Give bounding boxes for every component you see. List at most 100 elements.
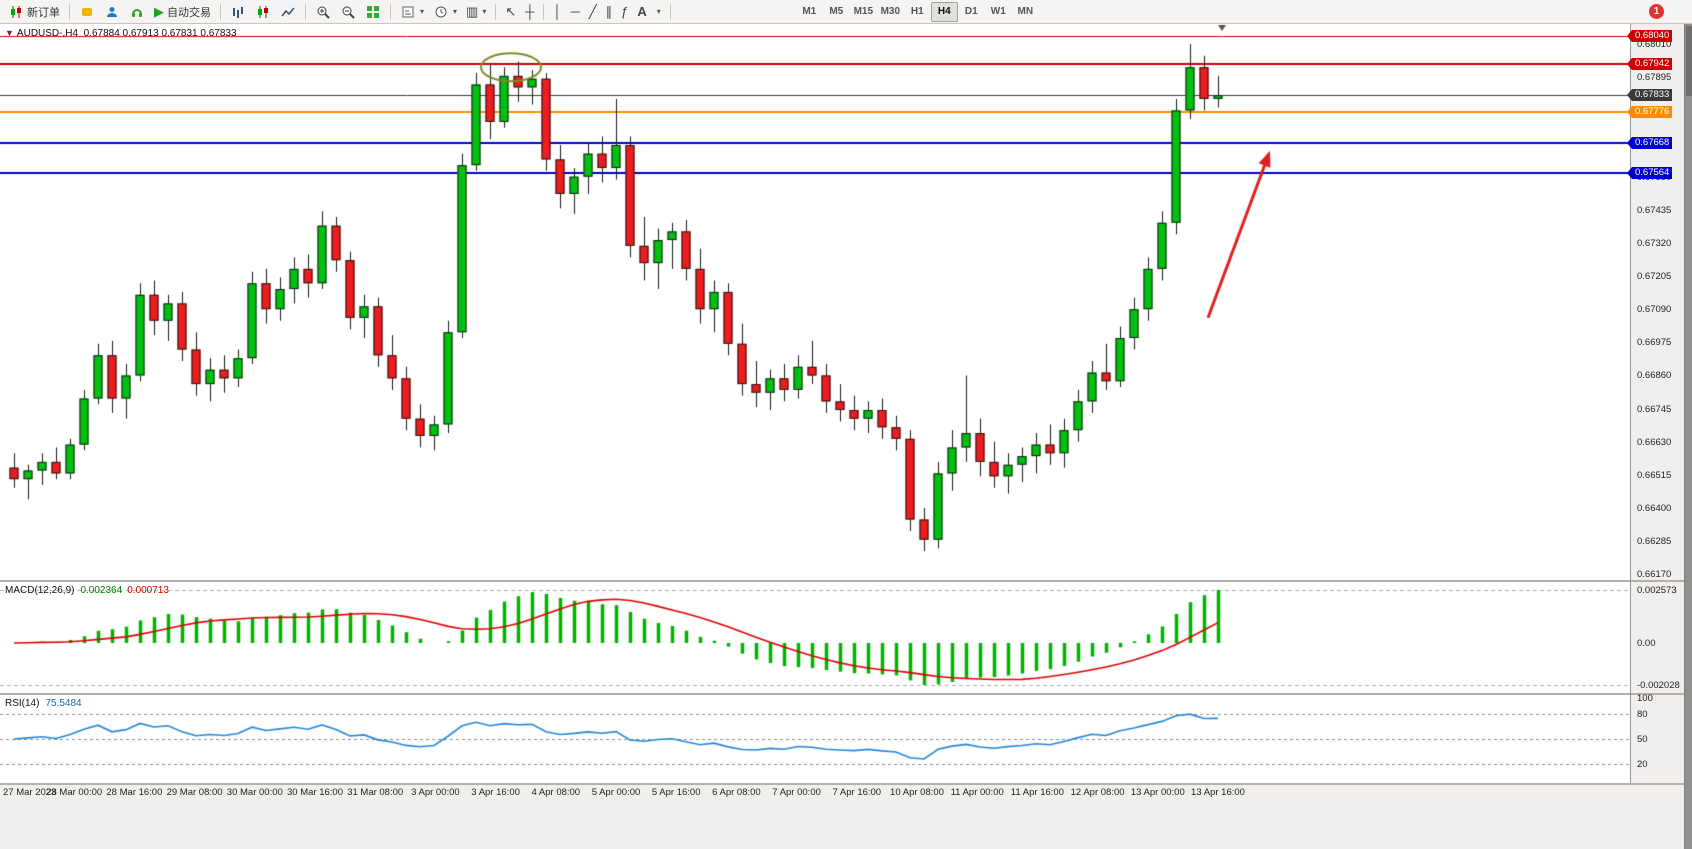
time-axis-label: 3 Apr 00:00: [411, 787, 460, 798]
template-icon: ▥: [466, 4, 479, 19]
axis-label: 0.66170: [1637, 569, 1672, 581]
time-axis-label: 13 Apr 00:00: [1130, 787, 1185, 798]
new-order-icon: [8, 4, 24, 20]
tile-windows-icon: [365, 4, 381, 20]
bar-chart-button[interactable]: [226, 2, 250, 22]
notification-badge[interactable]: 1: [1649, 4, 1664, 19]
timeframe-button-m1[interactable]: M1: [802, 6, 817, 17]
vertical-line-button[interactable]: │: [549, 2, 565, 22]
panel-splitter[interactable]: [0, 693, 1684, 695]
axis-label: 0.67320: [1637, 237, 1672, 249]
timeframe-button-mn[interactable]: MN: [1017, 6, 1034, 17]
price-badge: 0.67942: [1627, 57, 1673, 70]
zoom-out-button[interactable]: [336, 2, 360, 22]
symbol-dropdown-icon[interactable]: ▼: [5, 28, 14, 38]
candlestick-chart-button[interactable]: [251, 2, 275, 22]
axis-label: 100: [1637, 693, 1653, 704]
axis-label: 0.66515: [1637, 469, 1672, 481]
toolbar-separator: [220, 3, 221, 20]
timeframe-button-m30[interactable]: M30: [880, 6, 901, 17]
shapes-button[interactable]: ▾: [652, 2, 665, 22]
time-axis[interactable]: 27 Mar 2023 28 Mar 00:00 28 Mar 16:00 29 Ma…: [0, 785, 1630, 801]
templates-button[interactable]: ▥ ▾: [462, 2, 490, 22]
axis-label: 0.66630: [1637, 436, 1672, 448]
axis-label: 0.66975: [1637, 337, 1672, 349]
price-badge: 0.67668: [1627, 136, 1673, 149]
cursor-icon: ↖: [505, 4, 517, 19]
toolbar-separator: [69, 3, 70, 20]
toolbar-separator: [305, 3, 306, 20]
time-axis-label: 5 Apr 16:00: [651, 787, 701, 798]
axis-separator: [1630, 24, 1631, 783]
profiles-button[interactable]: ▾: [429, 2, 461, 22]
panel-splitter[interactable]: [0, 783, 1684, 785]
zoom-in-icon: [315, 4, 331, 20]
axis-label: 0.66745: [1637, 403, 1672, 415]
metaeditor-button[interactable]: [75, 2, 99, 22]
play-icon: ▶: [154, 4, 164, 19]
crosshair-button[interactable]: ┼: [521, 2, 538, 22]
axis-label: -0.002028: [1637, 680, 1680, 691]
timeframe-button-d1[interactable]: D1: [964, 6, 978, 17]
symbol-ohlc-values: 0.67884 0.67913 0.67831 0.67833: [83, 28, 237, 39]
panel-splitter[interactable]: [0, 580, 1684, 582]
macd-main-value: 0.002364: [80, 585, 123, 596]
auto-trading-label: 自动交易: [167, 6, 211, 19]
price-badge: 0.67776: [1627, 105, 1673, 118]
fibonacci-button[interactable]: ƒ: [617, 2, 632, 22]
trendline-button[interactable]: ╱: [585, 2, 601, 22]
macd-panel-canvas[interactable]: [0, 582, 1630, 693]
horizontal-line-icon: ─: [570, 4, 580, 19]
symbol-name: AUDUSD-,H4: [16, 28, 79, 39]
toolbar-separator: [495, 3, 497, 20]
axis-label: 20: [1637, 758, 1648, 770]
cursor-button[interactable]: ↖: [501, 2, 520, 22]
timeframe-button-h1[interactable]: H1: [910, 6, 924, 17]
macd-signal-value: 0.000713: [127, 585, 169, 596]
timeframe-button-w1[interactable]: W1: [990, 6, 1006, 17]
user-icon: [104, 4, 120, 20]
headset-icon: [129, 4, 145, 20]
rsi-value: 75.5484: [45, 698, 82, 709]
time-axis-label: 11 Apr 00:00: [950, 787, 1004, 798]
chevron-down-icon: ▾: [420, 7, 425, 16]
timeframe-button-m5[interactable]: M5: [829, 6, 844, 17]
new-chart-button[interactable]: ▾: [396, 2, 428, 22]
trendline-icon: ╱: [588, 4, 597, 19]
time-axis-label: 29 Mar 08:00: [166, 787, 223, 798]
candlestick-chart-icon: [255, 4, 271, 20]
timeframe-button-m15[interactable]: M15: [853, 6, 874, 17]
timeframe-button-h4[interactable]: H4: [930, 1, 958, 22]
scrollbar-thumb[interactable]: [1686, 26, 1692, 96]
auto-trading-button[interactable]: ▶ 自动交易: [150, 2, 215, 22]
rsi-panel-canvas[interactable]: [0, 695, 1630, 783]
channel-button[interactable]: ∥: [602, 2, 617, 22]
toolbar: 新订单 ▶ 自动交易: [0, 0, 1692, 24]
time-axis-label: 31 Mar 08:00: [347, 787, 404, 798]
line-chart-icon: [280, 4, 296, 20]
channel-icon: ∥: [605, 4, 613, 19]
fibonacci-icon: ƒ: [621, 4, 629, 19]
horizontal-line-button[interactable]: ─: [567, 2, 584, 22]
axis-label: 50: [1637, 734, 1648, 745]
axis-label: 0.67435: [1637, 204, 1672, 216]
axis-label: 0.66860: [1637, 370, 1672, 382]
text-tool-button[interactable]: A: [633, 2, 650, 22]
time-axis-label: 12 Apr 08:00: [1070, 787, 1125, 798]
time-axis-label: 6 Apr 08:00: [712, 787, 761, 798]
time-axis-label: 7 Apr 16:00: [832, 787, 882, 798]
community-button[interactable]: [100, 2, 124, 22]
vertical-scrollbar[interactable]: [1684, 24, 1692, 849]
new-order-button[interactable]: 新订单: [4, 2, 64, 22]
zoom-in-button[interactable]: [311, 2, 335, 22]
line-chart-button[interactable]: [276, 2, 300, 22]
tile-windows-button[interactable]: [361, 2, 385, 22]
time-axis-label: 11 Apr 16:00: [1010, 787, 1064, 798]
support-button[interactable]: [125, 2, 149, 22]
time-axis-label: 30 Mar 00:00: [226, 787, 283, 798]
axis-label: 0.66400: [1637, 502, 1672, 514]
main-chart-canvas[interactable]: [0, 24, 1630, 580]
price-axis[interactable]: 0.680100.678950.677800.676650.675500.674…: [1627, 0, 1684, 849]
text-tool-icon: A: [637, 4, 647, 19]
